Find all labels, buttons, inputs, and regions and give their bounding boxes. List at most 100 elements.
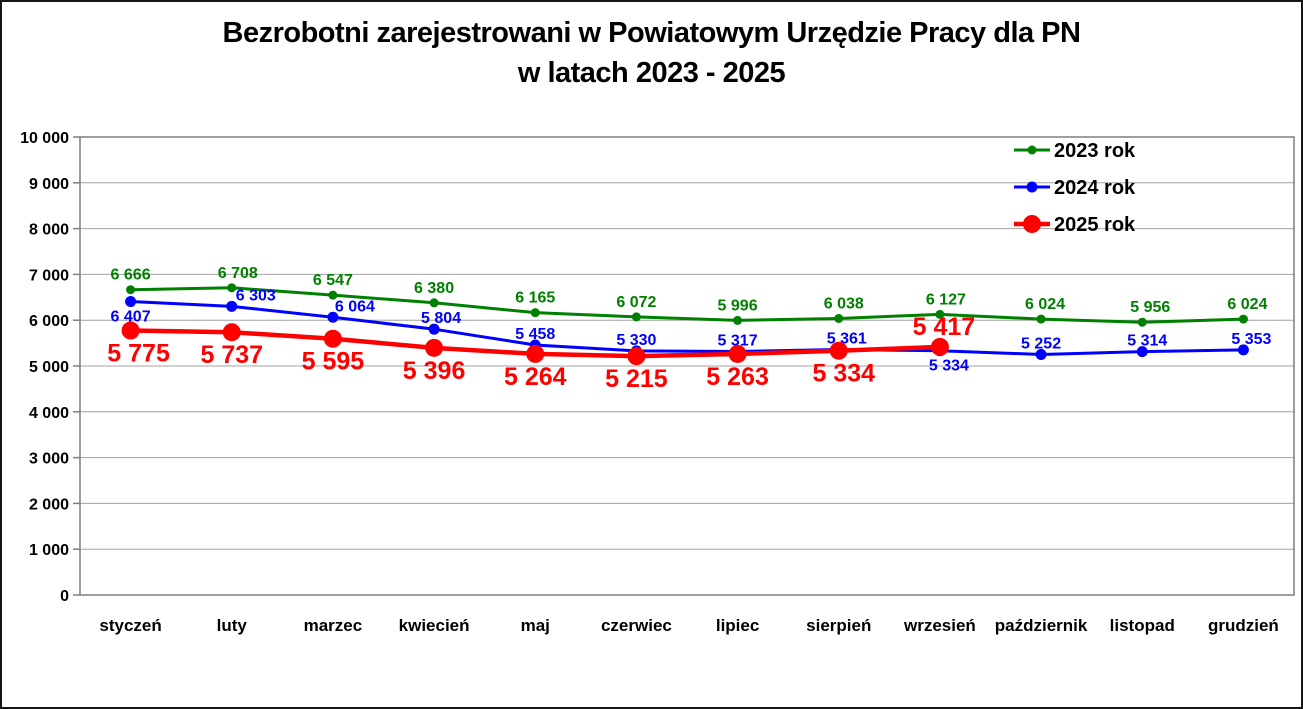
y-axis-label: 7 000 <box>29 267 69 284</box>
x-axis-label: marzec <box>304 616 363 635</box>
data-label-2024-rok: 5 252 <box>1021 335 1061 352</box>
data-label-2023-rok: 6 072 <box>616 294 656 311</box>
data-label-2023-rok: 6 024 <box>1025 296 1065 313</box>
data-label-2025-rok: 5 417 <box>913 313 976 341</box>
data-label-2025-rok: 5 595 <box>302 348 365 376</box>
data-point-2023-rok <box>935 309 945 319</box>
plot-area-border <box>79 136 1295 596</box>
data-point-2025-rok <box>526 344 545 363</box>
y-axis-label: 10 000 <box>20 130 69 147</box>
data-label-2024-rok: 5 334 <box>929 358 969 375</box>
data-label-2023-rok: 5 996 <box>718 297 758 314</box>
data-label-2025-rok: 5 263 <box>706 363 769 391</box>
y-axis-label: 1 000 <box>29 542 69 559</box>
data-point-2023-rok <box>1238 314 1248 324</box>
data-label-2024-rok: 6 303 <box>236 287 276 304</box>
data-point-2023-rok <box>733 315 743 325</box>
data-point-2023-rok <box>631 312 641 322</box>
y-axis-label: 8 000 <box>29 222 69 239</box>
data-point-2023-rok <box>1137 317 1147 327</box>
data-point-2024-rok <box>125 296 137 308</box>
x-axis-label: wrzesień <box>903 616 976 635</box>
data-point-2023-rok <box>834 313 844 323</box>
y-axis-label: 0 <box>60 588 69 605</box>
data-point-2024-rok <box>226 300 238 312</box>
legend-label: 2023 rok <box>1054 140 1136 162</box>
chart-title-line2: w latach 2023 - 2025 <box>517 57 786 89</box>
x-axis-label: sierpień <box>806 616 871 635</box>
data-point-2023-rok <box>126 285 136 295</box>
data-point-2025-rok <box>627 347 646 366</box>
data-label-2023-rok: 6 380 <box>414 280 454 297</box>
legend-label: 2025 rok <box>1054 214 1136 236</box>
y-axis-label: 2 000 <box>29 496 69 513</box>
data-point-2025-rok <box>829 341 848 360</box>
x-axis-label: październik <box>995 616 1088 635</box>
y-axis-label: 5 000 <box>29 359 69 376</box>
data-point-2024-rok <box>1237 344 1249 356</box>
data-label-2024-rok: 6 407 <box>111 309 151 326</box>
data-point-2025-rok <box>728 344 747 363</box>
data-point-2023-rok <box>1036 314 1046 324</box>
chart-title-line1: Bezrobotni zarejestrowani w Powiatowym U… <box>222 17 1081 49</box>
data-label-2025-rok: 5 334 <box>812 360 875 388</box>
data-point-2025-rok <box>323 329 342 348</box>
x-axis-label: maj <box>521 616 550 635</box>
x-axis-label: lipiec <box>716 616 759 635</box>
x-axis-label: grudzień <box>1208 616 1279 635</box>
legend-marker-dot <box>1027 145 1037 155</box>
data-point-2024-rok <box>1136 346 1148 358</box>
data-label-2024-rok: 5 317 <box>718 332 758 349</box>
y-axis-label: 4 000 <box>29 405 69 422</box>
data-label-2024-rok: 5 458 <box>515 326 555 343</box>
data-point-2024-rok <box>327 311 339 323</box>
data-point-2025-rok <box>222 323 241 342</box>
data-point-2023-rok <box>530 308 540 318</box>
data-label-2024-rok: 5 330 <box>616 332 656 349</box>
data-point-2025-rok <box>121 321 140 340</box>
series-line-2024-rok <box>129 300 1245 356</box>
data-label-2024-rok: 6 064 <box>335 298 375 315</box>
data-label-2023-rok: 6 547 <box>313 272 353 289</box>
legend-marker-dot <box>1026 181 1038 193</box>
data-label-2025-rok: 5 737 <box>200 341 263 369</box>
data-point-2023-rok <box>429 298 439 308</box>
data-label-2023-rok: 5 956 <box>1130 299 1170 316</box>
data-label-2024-rok: 5 804 <box>421 310 461 327</box>
series-line-2023-rok <box>129 286 1245 324</box>
data-label-2024-rok: 5 353 <box>1231 331 1271 348</box>
data-label-2023-rok: 6 127 <box>926 291 966 308</box>
data-label-2023-rok: 6 038 <box>824 295 864 312</box>
x-axis-label: kwiecień <box>399 616 470 635</box>
legend-marker-dot <box>1023 215 1041 233</box>
data-point-2025-rok <box>425 338 444 357</box>
x-axis-label: listopad <box>1110 616 1175 635</box>
x-axis-label: czerwiec <box>601 616 672 635</box>
legend-entry-2024-rok: 2024 rok <box>1014 177 1136 199</box>
y-axis-label: 6 000 <box>29 313 69 330</box>
data-point-2025-rok <box>930 337 949 356</box>
x-axis-label: luty <box>217 616 248 635</box>
data-point-2023-rok <box>328 290 338 300</box>
data-label-2025-rok: 5 264 <box>504 363 567 391</box>
data-point-2023-rok <box>227 283 237 293</box>
data-label-2023-rok: 6 708 <box>218 265 258 282</box>
legend-label: 2024 rok <box>1054 177 1136 199</box>
chart-title: Bezrobotni zarejestrowani w Powiatowym U… <box>2 2 1301 93</box>
data-label-2023-rok: 6 024 <box>1227 296 1267 313</box>
x-axis-label: styczeń <box>99 616 161 635</box>
data-label-2025-rok: 5 396 <box>403 357 466 385</box>
data-label-2024-rok: 5 314 <box>1127 333 1167 350</box>
legend-entry-2025-rok: 2025 rok <box>1014 214 1136 236</box>
data-label-2023-rok: 6 165 <box>515 290 555 307</box>
data-label-2025-rok: 5 775 <box>107 340 170 368</box>
data-point-2024-rok <box>1035 348 1047 360</box>
legend-entry-2023-rok: 2023 rok <box>1014 140 1136 162</box>
y-axis-label: 3 000 <box>29 451 69 468</box>
y-axis-label: 9 000 <box>29 176 69 193</box>
data-point-2024-rok <box>428 323 440 335</box>
data-label-2023-rok: 6 666 <box>111 267 151 284</box>
data-label-2025-rok: 5 215 <box>605 365 668 393</box>
